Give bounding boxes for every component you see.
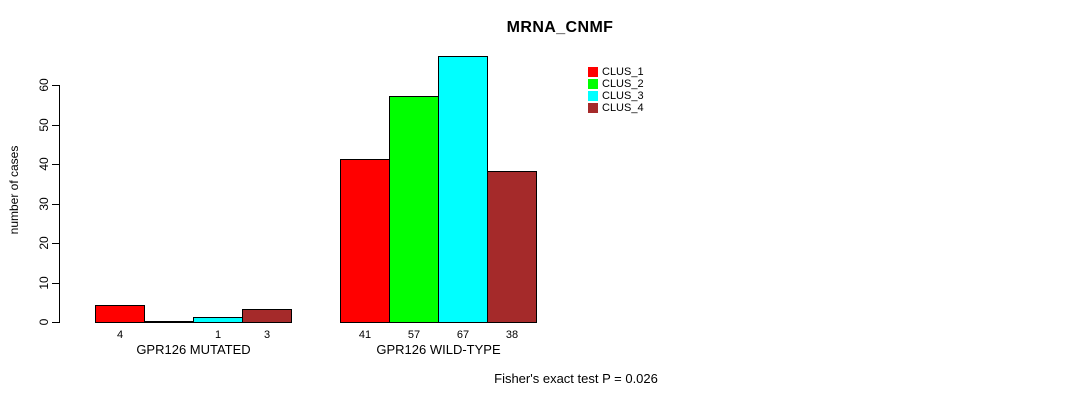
bar-value-label: 67 [456, 329, 470, 341]
y-axis-tick [52, 282, 59, 284]
legend-swatch-clus-1 [588, 67, 598, 77]
bar-clus-1 [340, 159, 390, 323]
bar-clus-4 [242, 309, 292, 323]
bar-value-label: 57 [407, 329, 421, 341]
y-axis-tick [52, 164, 59, 165]
y-axis-tick [52, 203, 59, 205]
category-label: GPR126 WILD-TYPE [376, 342, 501, 357]
chart-title: MRNA_CNMF [506, 19, 614, 36]
y-axis-tick [52, 243, 59, 244]
legend-swatch-clus-2 [588, 79, 598, 89]
legend-label: CLUS_4 [602, 102, 644, 114]
y-axis-tick [52, 124, 59, 126]
bar-value-label: 41 [358, 329, 372, 341]
bar-value-label: 1 [214, 329, 222, 341]
bar-clus-4 [487, 171, 537, 323]
bar-value-label: 38 [505, 329, 519, 341]
legend-label: CLUS_3 [602, 90, 644, 102]
bar-clus-2 [389, 96, 439, 323]
bar-value-label: 4 [116, 329, 124, 341]
bar-value-label: 3 [263, 329, 271, 341]
y-axis-tick [52, 85, 59, 86]
category-label: GPR126 MUTATED [136, 342, 251, 357]
legend-label: CLUS_2 [602, 78, 644, 90]
fisher-test-annotation: Fisher's exact test P = 0.026 [494, 371, 658, 386]
legend-swatch-clus-3 [588, 91, 598, 101]
y-axis-line [59, 85, 60, 323]
bar-clus-3 [438, 56, 488, 323]
y-axis-tick [52, 322, 59, 323]
legend-swatch-clus-4 [588, 103, 598, 113]
legend-label: CLUS_1 [602, 66, 644, 78]
bar-clus-1 [95, 305, 145, 323]
